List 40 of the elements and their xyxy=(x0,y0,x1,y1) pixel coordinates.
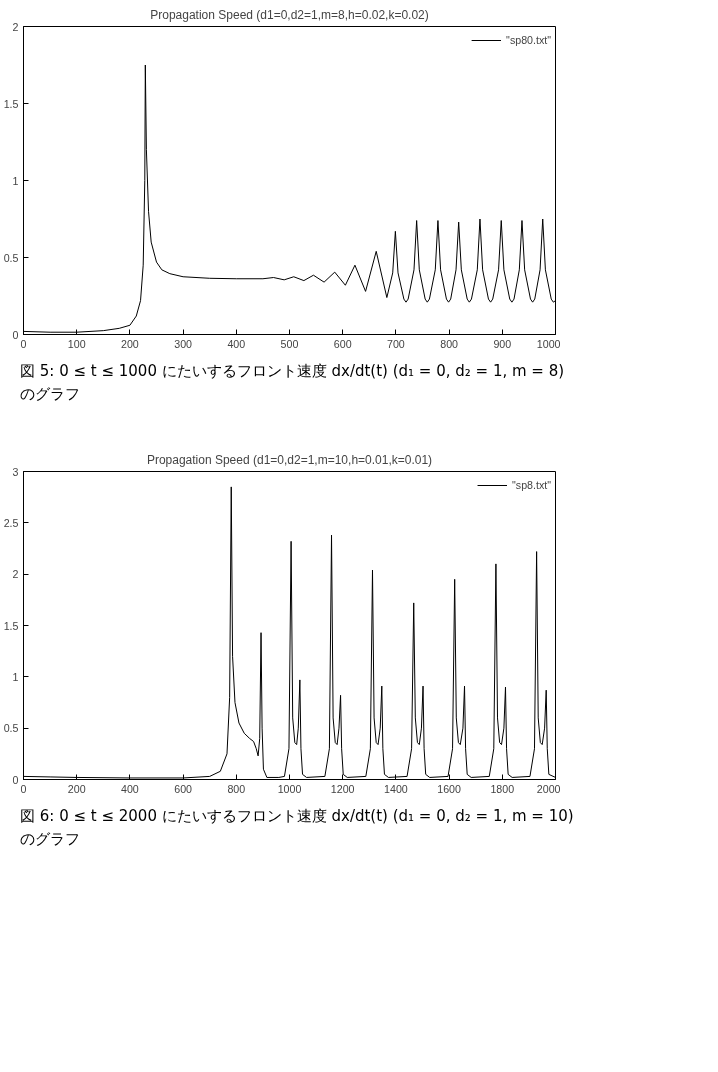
x-tick-label: 600 xyxy=(174,782,193,795)
x-tick-label: 800 xyxy=(227,782,246,795)
x-tick-label: 1000 xyxy=(536,337,561,350)
x-tick-label: 200 xyxy=(67,782,86,795)
x-tick-label: 200 xyxy=(121,337,139,350)
x-tick-label: 400 xyxy=(227,337,246,350)
y-tick-label: 1 xyxy=(12,174,19,187)
legend-label: "sp80.txt" xyxy=(506,34,551,46)
legend-label: "sp8.txt" xyxy=(512,479,551,491)
x-tick-label: 1000 xyxy=(277,782,302,795)
x-tick-label: 1600 xyxy=(437,782,462,795)
chart-title: Propagation Speed (d1=0,d2=1,m=10,h=0.01,k=0.01) xyxy=(146,452,433,467)
x-tick-label: 900 xyxy=(493,337,512,350)
chart-title: Propagation Speed (d1=0,d2=1,m=8,h=0.02,k=0.02) xyxy=(150,7,429,22)
caption: 図 5: 0 ≤ t ≤ 1000 にたいするフロント速度 dx/dt(t) (d₁ = 0, d₂ = 1, m = 8) のグラフ xyxy=(20,361,566,405)
x-tick-label: 600 xyxy=(333,337,352,350)
x-tick-label: 500 xyxy=(280,337,299,350)
x-tick-label: 2000 xyxy=(536,782,561,795)
x-tick-label: 300 xyxy=(174,337,193,350)
x-tick-label: 0 xyxy=(20,782,27,795)
y-tick-label: 0 xyxy=(12,773,19,786)
y-tick-label: 2 xyxy=(12,568,19,581)
x-tick-label: 1200 xyxy=(330,782,355,795)
y-tick-label: 1 xyxy=(12,670,19,683)
y-tick-label: 0 xyxy=(12,328,19,341)
x-tick-label: 100 xyxy=(67,337,86,350)
x-tick-label: 700 xyxy=(387,337,405,350)
x-tick-label: 0 xyxy=(20,337,27,350)
y-tick-label: 2 xyxy=(12,20,19,33)
caption: 図 6: 0 ≤ t ≤ 2000 にたいするフロント速度 dx/dt(t) (d₁ = 0, d₂ = 1, m = 10) のグラフ xyxy=(20,806,575,850)
y-tick-label: 2.5 xyxy=(3,516,19,529)
y-tick-label: 0.5 xyxy=(3,722,19,735)
x-tick-label: 400 xyxy=(121,782,139,795)
x-tick-label: 1800 xyxy=(490,782,515,795)
x-tick-label: 1400 xyxy=(384,782,408,795)
y-tick-label: 3 xyxy=(12,465,19,478)
y-tick-label: 0.5 xyxy=(3,251,19,264)
y-tick-label: 1.5 xyxy=(3,97,19,110)
x-tick-label: 800 xyxy=(440,337,459,350)
y-tick-label: 1.5 xyxy=(3,619,19,632)
